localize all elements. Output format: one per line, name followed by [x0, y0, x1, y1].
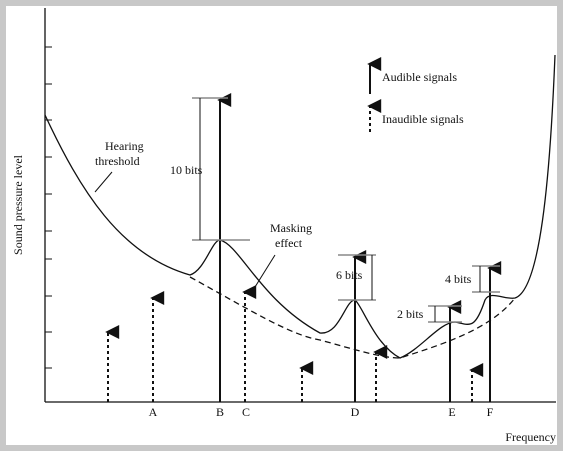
- x-axis-label: Frequency: [505, 430, 556, 444]
- masking-pointer: [254, 254, 276, 288]
- signal-label: A: [149, 405, 158, 419]
- hearing-label-line1: Hearing: [105, 139, 144, 153]
- masking-label-line1: Masking: [270, 221, 312, 235]
- inaudible-arrows: [105, 285, 484, 402]
- canvas: [6, 6, 557, 445]
- hearing-label-line2: threshold: [95, 154, 140, 168]
- y-axis-label: Sound pressure level: [11, 154, 25, 255]
- masking-curve: [189, 276, 516, 359]
- legend-audible: Audible signals: [382, 70, 457, 84]
- label-6-bits: 6 bits: [336, 268, 363, 282]
- signal-label: D: [351, 405, 360, 419]
- axes: [44, 8, 556, 403]
- label-2-bits: 2 bits: [397, 307, 424, 321]
- audible-arrows: [217, 93, 502, 402]
- signal-label: C: [242, 405, 250, 419]
- label-4-bits: 4 bits: [445, 272, 472, 286]
- signal-label: B: [216, 405, 224, 419]
- signal-label: F: [487, 405, 494, 419]
- masking-label-line2: effect: [275, 236, 303, 250]
- hearing-threshold-curve: [44, 54, 556, 359]
- bit-dimensions: [192, 97, 500, 323]
- signal-label: E: [448, 405, 455, 419]
- label-10-bits: 10 bits: [170, 163, 203, 177]
- legend-inaudible: Inaudible signals: [382, 112, 464, 126]
- hearing-pointer: [94, 171, 113, 193]
